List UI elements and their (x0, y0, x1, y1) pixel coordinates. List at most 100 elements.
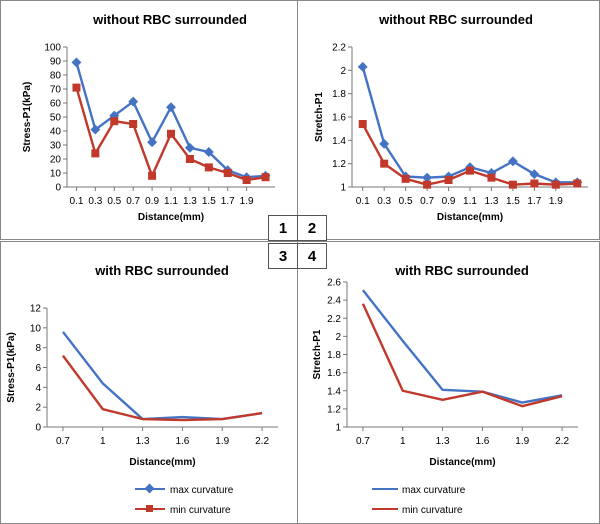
p3-x-tick-label-1: 1 (100, 436, 106, 447)
p2-y-axis-label: Stretch-P1 (314, 92, 325, 142)
p1-min-curvature-point-1 (91, 149, 100, 158)
p1-x-tick-label-0: 0.1 (70, 196, 84, 207)
panel-frame-3 (0, 241, 298, 524)
p2-x-tick-label-9: 1.9 (549, 196, 563, 207)
p3-x-tick-label-5: 2.2 (255, 436, 269, 447)
p1-max-curvature-point-1 (90, 124, 101, 135)
p1-min-curvature-point-0 (72, 83, 81, 92)
p2-x-tick-label-7: 1.5 (506, 196, 520, 207)
p2-y-tick-label-0: 1 (340, 183, 346, 194)
legend: max curvature min curvature max curvatur… (135, 483, 466, 516)
p3-x-tick-label-0: 0.7 (56, 436, 70, 447)
p1-x-tick-label-6: 1.3 (183, 196, 197, 207)
legend-max-marker (144, 483, 155, 494)
p1-y-tick-label-9: 90 (50, 57, 62, 68)
p3-y-tick-label-4: 8 (35, 343, 41, 354)
p2-min-curvature-point-9 (551, 180, 560, 189)
p1-y-tick-label-6: 60 (50, 99, 62, 110)
p2-y-tick-label-5: 2 (340, 66, 346, 77)
p3-y-tick-label-3: 6 (35, 363, 41, 374)
p4-y-axis-label: Stretch-P1 (312, 329, 323, 379)
panel-label-1: 1 (268, 215, 298, 241)
p1-x-axis-label: Distance(mm) (138, 212, 204, 223)
p2-x-tick-label-3: 0.7 (420, 196, 434, 207)
p1-y-tick-label-3: 30 (50, 141, 62, 152)
p1-y-tick-label-5: 50 (50, 113, 62, 124)
p2-min-curvature-point-0 (358, 120, 367, 128)
panel-label-2: 2 (297, 215, 327, 241)
p1-max-curvature-point-4 (147, 137, 158, 148)
p4-y-tick-label-0: 1 (335, 423, 341, 434)
p4-y-tick-label-8: 2.6 (327, 278, 341, 289)
p2-x-tick-label-0: 0.1 (356, 196, 370, 207)
p1-min-curvature-point-3 (129, 120, 138, 128)
p2-min-curvature-point-3 (423, 180, 432, 189)
p3-y-tick-label-0: 0 (35, 423, 41, 434)
p1-x-tick-label-5: 1.1 (164, 196, 178, 207)
p2-min-curvature-point-1 (380, 159, 389, 168)
p1-x-tick-label-3: 0.7 (126, 196, 140, 207)
p4-y-tick-label-6: 2.2 (327, 314, 341, 325)
p2-x-tick-label-2: 0.5 (399, 196, 413, 207)
p1-chart-title: without RBC surrounded (92, 12, 247, 27)
p3-x-tick-label-4: 1.9 (215, 436, 229, 447)
p1-max-curvature-line (75, 62, 266, 179)
p4-x-tick-label-0: 0.7 (356, 436, 370, 447)
p4-y-tick-label-2: 1.4 (327, 386, 341, 397)
p1-y-tick-label-7: 70 (50, 85, 62, 96)
p2-min-curvature-line (361, 123, 578, 186)
p3-chart-title: with RBC surrounded (94, 263, 229, 278)
panel-frame-4 (297, 241, 600, 524)
p4-chart-title: with RBC surrounded (394, 263, 529, 278)
p2-max-curvature-point-1 (379, 138, 390, 149)
p1-y-tick-label-4: 40 (50, 127, 62, 138)
p2-y-tick-label-2: 1.4 (332, 136, 346, 147)
p1-x-tick-label-7: 1.5 (202, 196, 216, 207)
p3-x-axis-label: Distance(mm) (129, 457, 195, 468)
p3-min-curvature-line (61, 354, 263, 422)
p2-min-curvature-point-4 (444, 176, 453, 184)
p3-x-tick-label-2: 1.3 (136, 436, 150, 447)
p1-min-curvature-point-5 (167, 129, 175, 138)
p2-min-curvature-point-8 (530, 179, 539, 188)
p2-y-tick-label-4: 1.8 (332, 89, 346, 100)
p4-y-tick-label-5: 2 (335, 332, 341, 343)
p1-y-tick-label-2: 20 (50, 155, 62, 166)
panel-label-4: 4 (297, 243, 327, 269)
p3-x-tick-label-3: 1.6 (175, 436, 189, 447)
p1-min-curvature-point-10 (261, 173, 270, 182)
p1-x-tick-label-9: 1.9 (240, 196, 254, 207)
p2-x-tick-label-6: 1.3 (485, 196, 499, 207)
p3-y-axis-label: Stress-P1(kPa) (6, 332, 17, 403)
p2-min-curvature-point-7 (508, 180, 517, 189)
p3-y-tick-label-1: 2 (35, 403, 41, 414)
p1-x-tick-label-1: 0.3 (88, 196, 102, 207)
p1-y-tick-label-0: 0 (55, 183, 61, 194)
p1-min-curvature-point-9 (242, 176, 251, 184)
p1-max-curvature-point-6 (184, 142, 195, 153)
p1-y-tick-label-1: 10 (50, 169, 62, 180)
p2-y-tick-label-3: 1.6 (332, 113, 346, 124)
p1-x-tick-label-2: 0.5 (107, 196, 121, 207)
p1-y-tick-label-10: 100 (44, 43, 61, 54)
panel-label-3: 3 (268, 243, 298, 269)
p1-y-tick-label-8: 80 (50, 71, 62, 82)
p1-max-curvature-point-5 (166, 102, 176, 113)
p4-x-tick-label-1: 1 (400, 436, 406, 447)
p4-y-tick-label-3: 1.6 (327, 368, 341, 379)
p1-min-curvature-point-2 (110, 117, 119, 126)
p1-x-tick-label-8: 1.7 (221, 196, 235, 207)
p3-y-tick-label-5: 10 (30, 323, 42, 334)
p4-x-tick-label-2: 1.3 (436, 436, 450, 447)
p4-y-tick-label-7: 2.4 (327, 296, 341, 307)
p2-min-curvature-point-5 (466, 166, 474, 175)
legend-max-label: max curvature (170, 485, 234, 496)
p1-y-axis-label: Stress-P1(kPa) (22, 82, 33, 153)
p1-max-curvature-point-3 (128, 96, 139, 107)
p3-y-tick-label-6: 12 (30, 304, 42, 315)
p2-x-tick-label-5: 1.1 (463, 196, 477, 207)
p4-x-tick-label-3: 1.6 (475, 436, 489, 447)
p2-x-tick-label-4: 0.9 (442, 196, 456, 207)
p4-max-curvature-line (361, 289, 563, 404)
p2-y-tick-label-6: 2.2 (332, 43, 346, 54)
